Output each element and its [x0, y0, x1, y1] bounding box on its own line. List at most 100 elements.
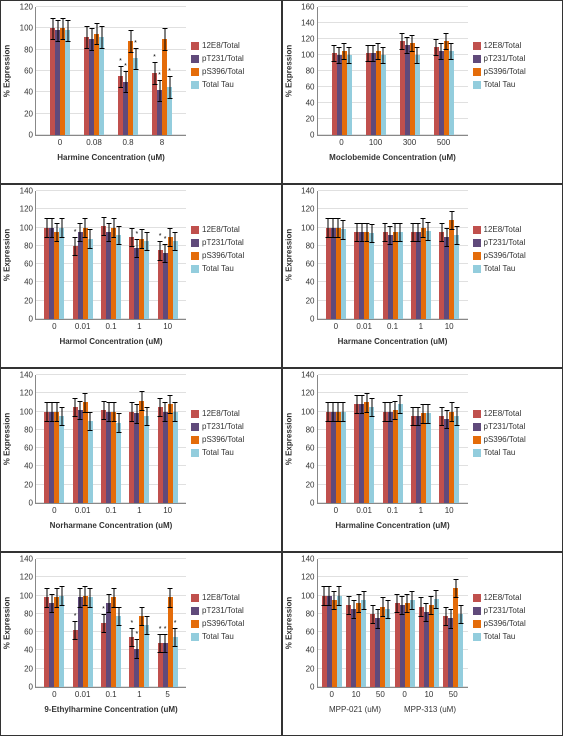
bar-group: [44, 412, 64, 503]
x-tick-label: 1: [137, 503, 141, 515]
legend-item: Total Tau: [191, 632, 244, 641]
y-tick-label: 0: [29, 683, 36, 692]
legend-item: pT231/Total: [191, 422, 244, 431]
legend-item: pT231/Total: [191, 606, 244, 615]
y-tick-label: 120: [301, 205, 317, 214]
legend-item: pS396/Total: [191, 619, 244, 628]
gridline: [36, 576, 186, 577]
legend-item: pT231/Total: [473, 422, 526, 431]
y-tick-label: 140: [20, 555, 36, 564]
legend-label: 12E8/Total: [484, 409, 522, 418]
legend-swatch: [191, 594, 199, 602]
bar: [369, 233, 374, 319]
bar: [65, 30, 70, 135]
legend-label: pT231/Total: [202, 238, 244, 247]
legend: 12E8/TotalpT231/TotalpS396/TotalTotal Ta…: [191, 41, 244, 93]
plot-area: 02040608010012014000.010.1110Harmane Con…: [317, 191, 468, 320]
legend-label: Total Tau: [202, 264, 234, 273]
legend-label: pT231/Total: [202, 54, 244, 63]
legend-swatch: [473, 55, 481, 63]
bar-group: ***: [118, 41, 138, 135]
x-tick-label: 1: [137, 687, 141, 699]
legend-swatch: [473, 226, 481, 234]
significance-star: *: [174, 620, 177, 627]
bar: [116, 423, 121, 503]
legend-item: pT231/Total: [191, 54, 244, 63]
bar-group: [439, 412, 459, 503]
bar: [116, 616, 121, 687]
x-axis-label: Harmine Concentration (uM): [57, 153, 165, 162]
legend-swatch: [191, 607, 199, 615]
y-tick-label: 40: [24, 646, 36, 655]
significance-star: *: [153, 54, 156, 61]
legend-item: pS396/Total: [473, 619, 526, 628]
bar: [361, 600, 366, 687]
bar: [341, 412, 346, 503]
bar-group: [101, 226, 121, 319]
y-tick-label: 20: [24, 296, 36, 305]
bar: [398, 404, 403, 503]
legend-label: 12E8/Total: [202, 41, 240, 50]
x-axis-label: MPP-313 (uM): [404, 687, 456, 714]
significance-star: *: [135, 231, 138, 238]
x-tick-label: 0.01: [75, 319, 91, 331]
legend-swatch: [473, 265, 481, 273]
y-tick-label: 20: [306, 664, 318, 673]
legend-label: Total Tau: [484, 264, 516, 273]
y-tick-label: 20: [24, 480, 36, 489]
x-axis-label: Harmane Concentration (uM): [338, 337, 448, 346]
bar-group: [395, 600, 415, 687]
legend-swatch: [191, 55, 199, 63]
bar: [426, 231, 431, 319]
significance-star: *: [134, 40, 137, 47]
bar-group: [434, 41, 454, 135]
legend-swatch: [191, 436, 199, 444]
legend-swatch: [473, 239, 481, 247]
legend-item: pS396/Total: [473, 67, 526, 76]
bar-group: [411, 413, 431, 503]
y-tick-label: 100: [20, 24, 36, 33]
y-axis-label: % Expression: [3, 597, 12, 649]
y-tick-label: 40: [24, 88, 36, 97]
y-tick-label: 80: [24, 45, 36, 54]
legend-label: Total Tau: [202, 80, 234, 89]
y-tick-label: 100: [301, 223, 317, 232]
legend: 12E8/TotalpT231/TotalpS396/TotalTotal Ta…: [473, 593, 526, 645]
x-axis-label: Harmol Concentration (uM): [59, 337, 162, 346]
y-tick-label: 100: [301, 51, 317, 60]
y-tick-label: 20: [24, 664, 36, 673]
significance-star: *: [164, 236, 167, 243]
x-tick-label: 0.01: [75, 503, 91, 515]
gridline: [318, 374, 468, 375]
gridline: [36, 208, 186, 209]
legend-swatch: [473, 594, 481, 602]
x-tick-label: 1: [419, 503, 423, 515]
bar-group: [383, 404, 403, 503]
bar-group: **: [129, 616, 149, 687]
legend-label: pT231/Total: [484, 238, 526, 247]
x-tick-label: 10: [163, 319, 172, 331]
significance-star: *: [164, 626, 167, 633]
legend: 12E8/TotalpT231/TotalpS396/TotalTotal Ta…: [191, 409, 244, 461]
bar-group: *: [101, 597, 121, 687]
chart-panel: 0204060801001201400*0.010.1*1**10Harmol …: [0, 184, 282, 368]
significance-star: *: [124, 63, 127, 70]
legend-label: pT231/Total: [202, 606, 244, 615]
bar-group: [332, 51, 352, 135]
y-tick-label: 80: [24, 241, 36, 250]
legend-swatch: [473, 81, 481, 89]
bar: [415, 55, 420, 135]
legend-label: 12E8/Total: [202, 225, 240, 234]
legend-label: 12E8/Total: [484, 225, 522, 234]
gridline: [36, 190, 186, 191]
y-axis-label: % Expression: [284, 597, 293, 649]
legend-swatch: [191, 449, 199, 457]
y-tick-label: 60: [24, 260, 36, 269]
legend-label: pS396/Total: [484, 67, 526, 76]
legend-label: Total Tau: [202, 632, 234, 641]
y-tick-label: 80: [306, 609, 318, 618]
bar-group: [84, 34, 104, 135]
bar-group: [383, 232, 403, 319]
x-tick-label: 300: [403, 135, 416, 147]
bar: *: [173, 637, 178, 687]
